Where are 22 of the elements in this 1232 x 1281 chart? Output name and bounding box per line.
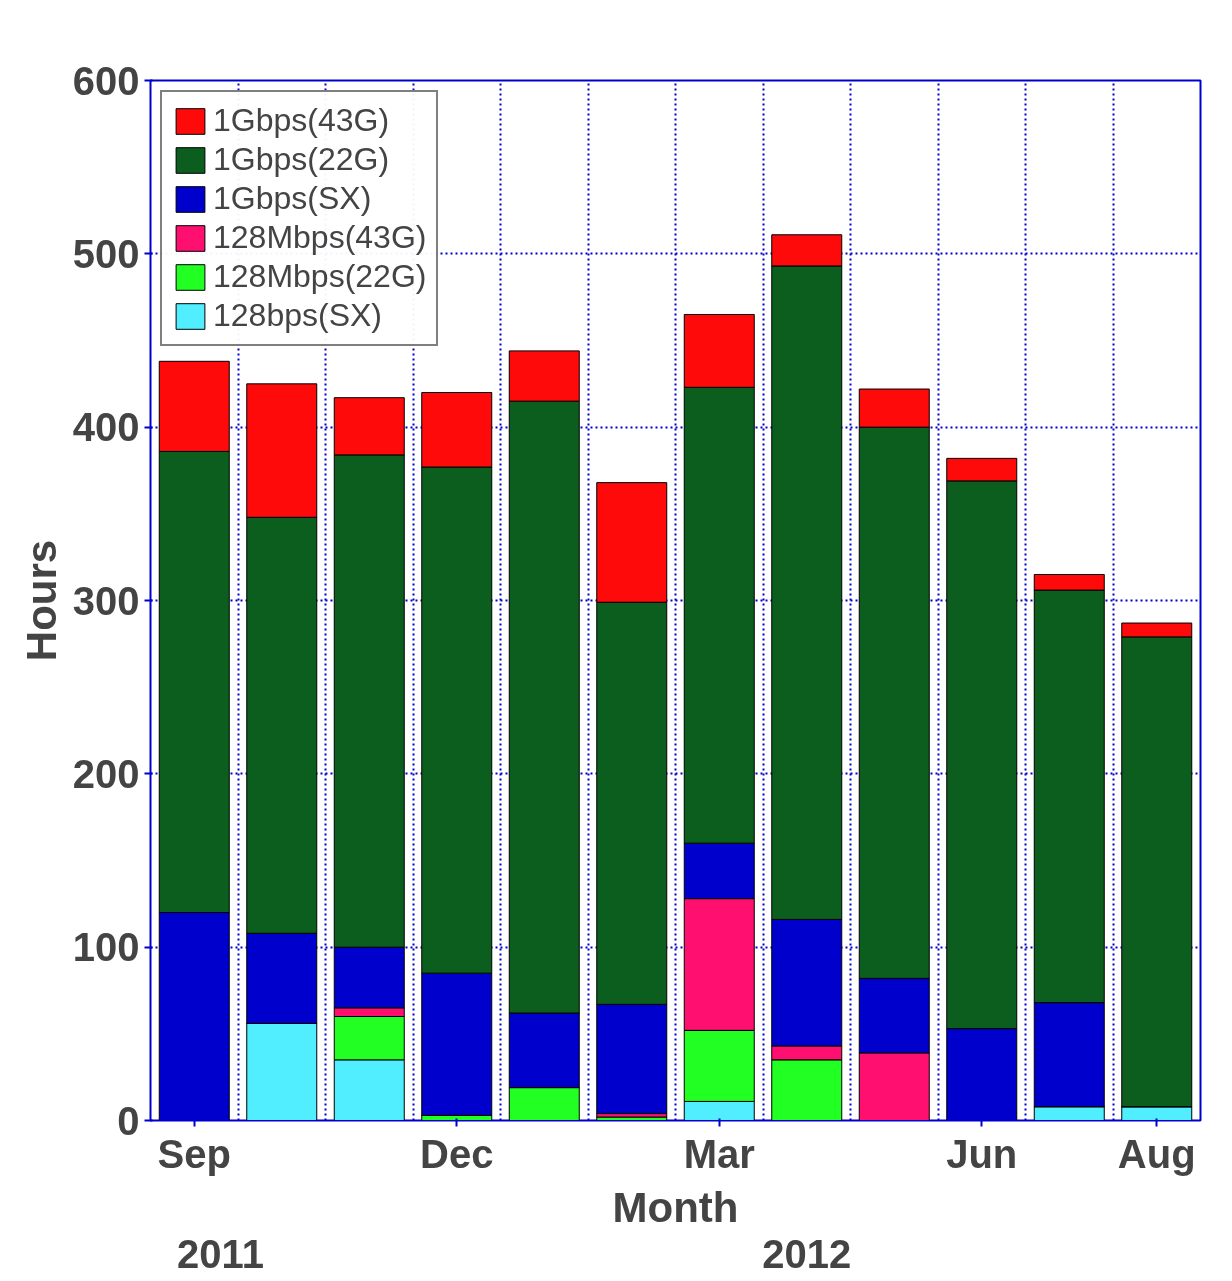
y-tick-label: 0 [117, 1098, 140, 1143]
text: 2011 [177, 1231, 264, 1276]
x-tick-label: Mar [683, 1131, 755, 1176]
legend-label: 128Mbps(22G) [213, 258, 427, 295]
y-tick-label: 300 [72, 578, 140, 623]
x-tick-label: Jun [946, 1131, 1018, 1176]
y-tick-label: 200 [72, 751, 140, 796]
y-tick-label: 600 [72, 58, 140, 103]
x-tick-label: Dec [420, 1131, 494, 1176]
legend-label: 1Gbps(SX) [213, 180, 372, 217]
x-tick-label: Sep [157, 1131, 231, 1176]
legend-label: 128bps(SX) [213, 297, 382, 334]
legend-label: 1Gbps(43G) [213, 102, 390, 139]
text: 2012 [762, 1231, 852, 1276]
x-tick-label: Aug [1117, 1131, 1196, 1176]
y-tick-label: 400 [72, 405, 140, 450]
x-axis-title: Month [612, 1183, 739, 1231]
legend-label: 128Mbps(43G) [213, 219, 427, 256]
y-tick-label: 100 [72, 925, 140, 970]
legend-label: 1Gbps(22G) [213, 141, 390, 178]
y-axis-title: Hours [17, 539, 65, 662]
y-tick-label: 500 [72, 231, 140, 276]
